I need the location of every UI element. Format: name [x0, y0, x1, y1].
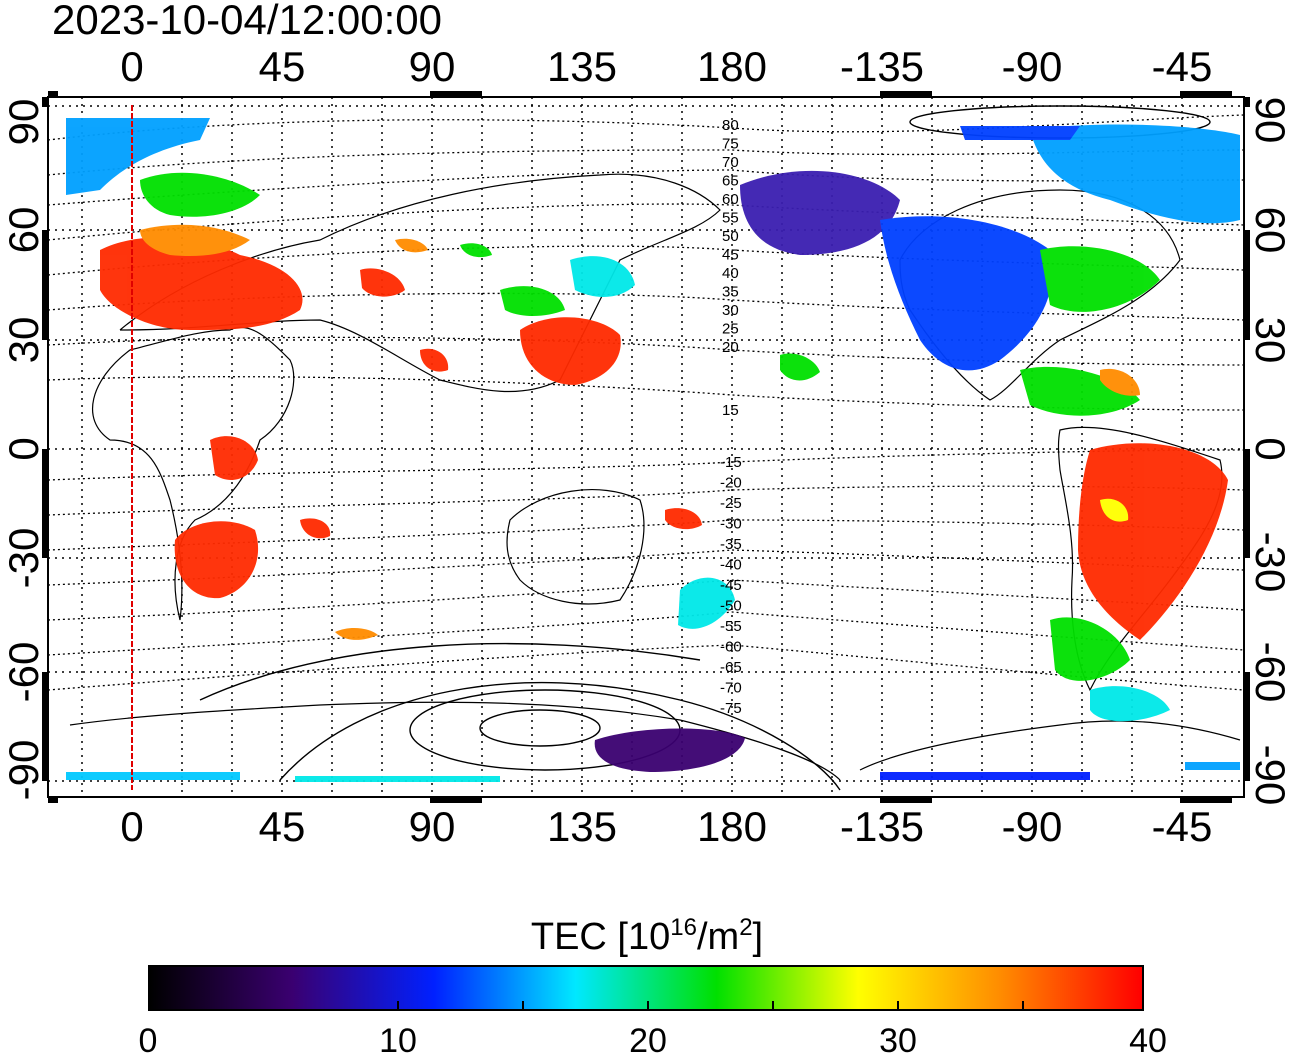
lon-tick-bottom-180: 180	[696, 803, 768, 850]
map-timestamp-title: 2023-10-04/12:00:00	[52, 0, 442, 43]
colorbar-tick-30: 30	[879, 1022, 917, 1060]
colorbar-gradient	[148, 965, 1144, 1011]
lon-tick-top-135: 135	[546, 43, 618, 90]
lon-tick-top-0: 0	[120, 43, 144, 90]
contour-label: -45	[720, 577, 742, 594]
colorbar-tick-mark	[397, 1001, 399, 1009]
colorbar-tick-mark	[1022, 1001, 1024, 1009]
contour-label: 35	[722, 284, 739, 301]
colorbar-tick-40: 40	[1129, 1022, 1167, 1060]
lat-tick-left-m30: -30	[0, 527, 47, 589]
contour-label: -20	[720, 475, 742, 492]
lat-tick-left-90: 90	[0, 98, 47, 146]
contour-label: 55	[722, 210, 739, 227]
contour-label: 25	[722, 321, 739, 338]
contour-label: -30	[720, 516, 742, 533]
colorbar-title: TEC [1016/m2]	[530, 914, 764, 958]
lat-tick-left-m60: -60	[0, 641, 47, 703]
lon-tick-bottom-45: 45	[258, 803, 306, 850]
lon-tick-bottom-90: 90	[408, 803, 456, 850]
colorbar-tick-mark	[522, 1001, 524, 1009]
auroral-contours	[199, 105, 1211, 791]
lon-tick-bottom-m90: -90	[1001, 803, 1063, 850]
contour-label: 70	[722, 154, 739, 171]
lon-tick-top-45: 45	[258, 43, 306, 90]
lon-tick-bottom-0: 0	[120, 803, 144, 850]
contour-label: 20	[722, 339, 739, 356]
lon-tick-top-m90: -90	[1001, 43, 1063, 90]
lat-tick-right-30: 30	[1247, 316, 1294, 364]
lon-tick-bottom-m45: -45	[1151, 803, 1213, 850]
colorbar-tick-mark	[772, 1001, 774, 1009]
contour-label: -60	[720, 639, 742, 656]
colorbar-tick-0: 0	[138, 1022, 158, 1060]
contour-label: 50	[722, 228, 739, 245]
lat-tick-right-m30: -30	[1247, 531, 1294, 593]
contour-label: -25	[720, 495, 742, 512]
colorbar-tick-10: 10	[379, 1022, 417, 1060]
colorbar-tick-mark	[897, 1001, 899, 1009]
lon-tick-top-180: 180	[696, 43, 768, 90]
contour-label: -35	[720, 536, 742, 553]
lon-tick-top-90: 90	[408, 43, 456, 90]
lon-tick-top-m135: -135	[839, 43, 925, 90]
contour-label: 80	[722, 117, 739, 134]
colorbar-tick-20: 20	[629, 1022, 667, 1060]
contour-label: 45	[722, 247, 739, 264]
contour-label: 60	[722, 191, 739, 208]
lat-tick-left-30: 30	[0, 316, 47, 364]
lon-tick-bottom-m135: -135	[839, 803, 925, 850]
lat-tick-left-0: 0	[0, 437, 47, 461]
contour-label: -50	[720, 598, 742, 615]
contour-label: -40	[720, 557, 742, 574]
contour-label: -75	[720, 700, 742, 717]
colorbar-tick-mark	[647, 1001, 649, 1009]
contour-label: 65	[722, 173, 739, 190]
contour-label: 40	[722, 265, 739, 282]
lat-tick-right-m60: -60	[1247, 641, 1294, 703]
lat-tick-right-0: 0	[1247, 437, 1294, 461]
tec-patches	[66, 118, 1240, 782]
lon-tick-bottom-135: 135	[546, 803, 618, 850]
contour-label: -55	[720, 618, 742, 635]
lat-tick-right-90: 90	[1247, 96, 1294, 144]
contour-label: 75	[722, 136, 739, 153]
contour-label: 30	[722, 302, 739, 319]
contour-label: -65	[720, 659, 742, 676]
lon-tick-top-m45: -45	[1151, 43, 1213, 90]
contour-label: 15	[722, 402, 739, 419]
lat-tick-right-m90: -90	[1247, 744, 1294, 806]
frame-tick-bars	[42, 91, 1250, 803]
lat-tick-left-m90: -90	[0, 739, 47, 801]
lat-tick-right-60: 60	[1247, 206, 1294, 254]
longitude-grid	[81, 97, 1183, 797]
contour-label: -70	[720, 680, 742, 697]
contour-label: -15	[720, 454, 742, 471]
lat-tick-left-60: 60	[0, 206, 47, 254]
